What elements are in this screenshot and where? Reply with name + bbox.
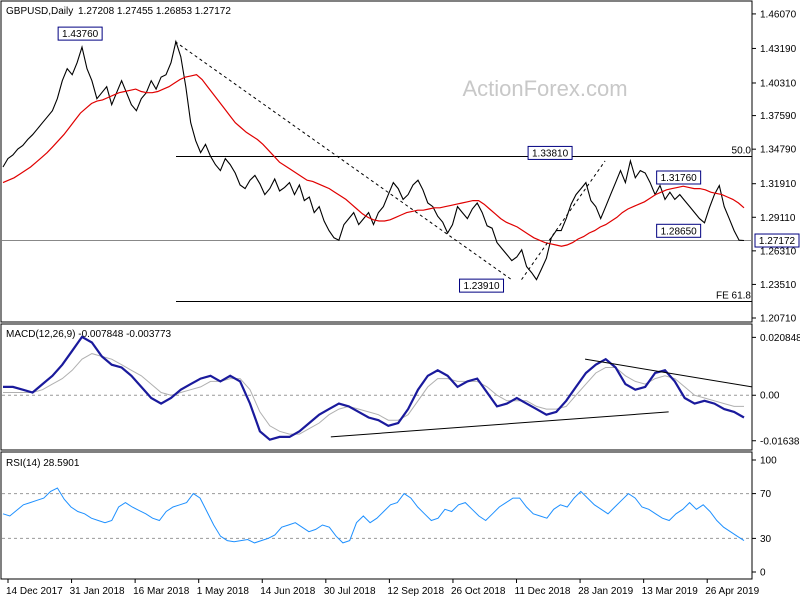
macd-plot [2,335,753,441]
trend-line-up [521,160,606,280]
macd-trendline [330,411,669,438]
annotation-box [656,170,702,185]
x-tick-label: 11 Dec 2018 [515,586,571,597]
price-panel-frame [0,0,753,323]
annotation-box [459,278,505,293]
annotation-box [57,26,103,41]
macd-line [3,335,745,441]
rsi-plot [2,487,752,544]
x-tick-label: 31 Jan 2018 [70,586,125,597]
macd-panel-frame [0,323,753,451]
rsi-label: RSI(14) 28.5901 [6,458,80,469]
price-tick-label: 1.34790 [760,145,797,156]
rsi-axis: 100 70 30 0 [752,456,777,579]
macd-axis: 0.020848 0.00 -0.016389 [752,333,800,447]
macd-tick-label: 0.020848 [760,333,800,344]
watermark: ActionForex.com [462,76,627,101]
price-tick-label: 1.40310 [760,78,797,89]
ohlc-header: 1.27208 1.27455 1.26853 1.27172 [78,6,231,17]
price-series-line [2,39,745,281]
annotation-label: 1.33810 [532,148,569,159]
x-tick-label: 14 Jun 2018 [260,586,315,597]
fib-level-label: 50.0 [732,145,752,156]
annotation-box [656,223,702,238]
annotation-label: 1.23910 [463,281,500,292]
price-tick-label: 1.26310 [760,246,797,257]
annotation-box [754,233,800,248]
macd-signal-line [3,353,744,435]
annotation-label: 1.31760 [661,173,698,184]
price-tick-label: 1.31910 [760,179,797,190]
x-axis: 14 Dec 2017 31 Jan 2018 16 Mar 2018 1 May 2… [6,579,760,597]
moving-average-line [2,74,745,247]
annotation-label: 1.28650 [661,226,698,237]
rsi-line [2,487,745,544]
price-tick-label: 1.43190 [760,44,797,55]
x-tick-label: 14 Dec 2017 [6,586,63,597]
rsi-panel-frame [0,451,753,580]
x-tick-label: 26 Apr 2019 [705,586,759,597]
price-plot: 50.0 FE 61.8 1.43760 1.33810 1.31760 1.28650 1… [2,26,800,302]
macd-trendline [585,358,753,388]
price-tick-label: 1.37590 [760,111,797,122]
x-tick-label: 16 Mar 2018 [133,586,190,597]
price-tick-label: 1.46070 [760,9,797,20]
x-tick-label: 12 Sep 2018 [387,586,444,597]
x-tick-label: 28 Jan 2019 [578,586,633,597]
price-tick-label: 1.20710 [760,314,797,325]
trend-line-down [174,41,512,281]
fib-level-label: FE 61.8 [716,290,751,301]
rsi-tick-label: 30 [760,534,772,545]
annotation-label: 1.27172 [759,236,796,247]
macd-label: MACD(12,26,9) -0.007848 -0.003773 [6,329,172,340]
annotation-box [527,145,573,160]
macd-tick-label: 0.00 [760,391,780,402]
price-tick-label: 1.29110 [760,213,796,224]
annotation-label: 1.43760 [62,29,99,40]
x-tick-label: 13 Mar 2019 [642,586,699,597]
price-tick-label: 1.23510 [760,280,797,291]
rsi-tick-label: 100 [760,456,777,467]
symbol-label: GBPUSD,Daily [6,6,73,17]
price-axis: 1.46070 1.43190 1.40310 1.37590 1.34790 1.319… [752,9,797,325]
rsi-tick-label: 0 [760,568,766,579]
x-tick-label: 30 Jul 2018 [324,586,376,597]
x-tick-label: 26 Oct 2018 [451,586,506,597]
rsi-tick-label: 70 [760,489,772,500]
x-tick-label: 1 May 2018 [197,586,250,597]
macd-tick-label: -0.016389 [760,436,800,447]
